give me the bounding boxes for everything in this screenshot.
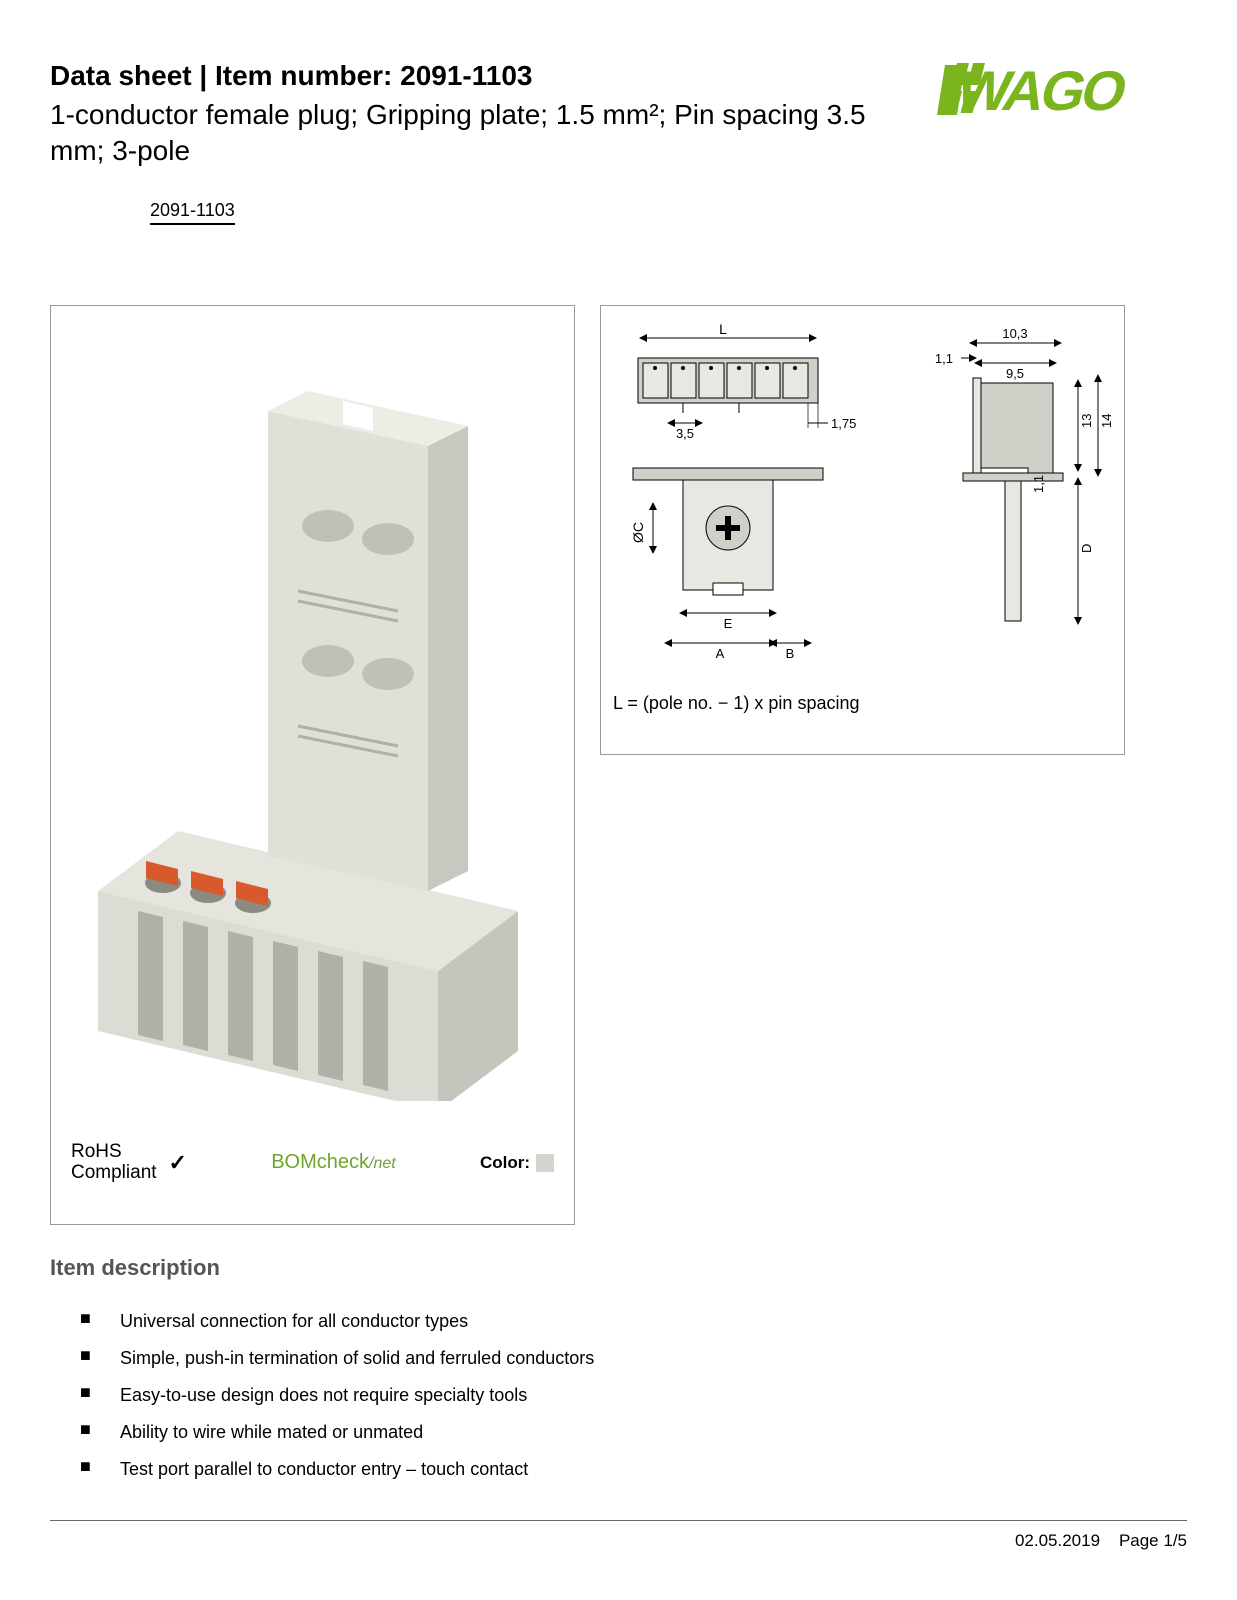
list-item: Simple, push-in termination of solid and… — [80, 1348, 1187, 1369]
list-item: Universal connection for all conductor t… — [80, 1311, 1187, 1332]
svg-text:9,5: 9,5 — [1006, 366, 1024, 381]
color-indicator: Color: — [480, 1153, 554, 1173]
header-title: Data sheet | Item number: 2091-1103 — [50, 60, 907, 92]
diagram-formula: L = (pole no. − 1) x pin spacing — [613, 693, 1112, 714]
footer: 02.05.2019 Page 1/5 — [50, 1520, 1187, 1551]
color-swatch — [536, 1154, 554, 1172]
product-image-box: RoHSCompliant ✓ BOMcheck/net Color: — [50, 305, 575, 1225]
description-list: Universal connection for all conductor t… — [50, 1311, 1187, 1480]
svg-text:E: E — [724, 616, 733, 631]
wago-logo: WAGO — [937, 55, 1187, 130]
svg-text:14: 14 — [1099, 413, 1113, 427]
bomcheck-logo: BOMcheck/net — [271, 1151, 396, 1174]
header-subtitle: 1-conductor female plug; Gripping plate;… — [50, 97, 907, 170]
svg-text:L: L — [719, 321, 727, 337]
svg-text:A: A — [716, 646, 725, 661]
item-code: 2091-1103 — [150, 200, 235, 225]
svg-text:1,1: 1,1 — [935, 351, 953, 366]
color-label: Color: — [480, 1153, 530, 1173]
dimension-diagram-box: L 3,5 1,75 — [600, 305, 1125, 755]
list-item: Easy-to-use design does not require spec… — [80, 1385, 1187, 1406]
svg-text:3,5: 3,5 — [676, 426, 694, 441]
svg-text:1,1: 1,1 — [1031, 475, 1046, 493]
header-text: Data sheet | Item number: 2091-1103 1-co… — [50, 60, 907, 170]
svg-text:10,3: 10,3 — [1002, 326, 1027, 341]
list-item: Ability to wire while mated or unmated — [80, 1422, 1187, 1443]
check-icon: ✓ — [169, 1150, 187, 1176]
bomcheck-text: BOMcheck — [271, 1151, 369, 1173]
rohs-compliant: RoHSCompliant ✓ — [71, 1142, 187, 1184]
list-item: Test port parallel to conductor entry – … — [80, 1459, 1187, 1480]
product-footer-row: RoHSCompliant ✓ BOMcheck/net Color: — [71, 1142, 554, 1184]
svg-text:ØC: ØC — [630, 522, 646, 543]
rohs-label: RoHSCompliant — [71, 1142, 157, 1184]
footer-date: 02.05.2019 — [1015, 1531, 1100, 1550]
svg-text:B: B — [786, 646, 795, 661]
bomcheck-suffix: /net — [369, 1155, 396, 1172]
svg-text:1,75: 1,75 — [831, 416, 856, 431]
footer-page: Page 1/5 — [1119, 1531, 1187, 1550]
section-title: Item description — [50, 1255, 1187, 1281]
main-content: RoHSCompliant ✓ BOMcheck/net Color: — [50, 305, 1187, 1225]
svg-text:D: D — [1079, 543, 1094, 552]
dimension-diagram: L 3,5 1,75 — [613, 318, 1112, 678]
header-row: Data sheet | Item number: 2091-1103 1-co… — [50, 60, 1187, 170]
svg-text:13: 13 — [1079, 413, 1094, 427]
product-image — [66, 321, 559, 1111]
